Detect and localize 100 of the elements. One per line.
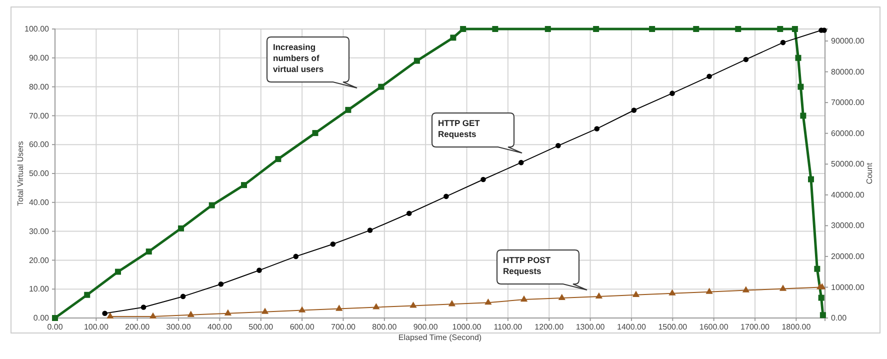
point	[777, 26, 784, 32]
point	[293, 254, 299, 260]
point	[444, 194, 449, 200]
point	[414, 58, 420, 64]
y-tick-label: 90.00	[28, 53, 50, 62]
x-tick-label: 700.00	[331, 322, 356, 332]
point	[115, 268, 121, 275]
point	[84, 292, 90, 298]
point	[631, 108, 637, 113]
point	[693, 26, 700, 32]
point	[140, 304, 146, 310]
point	[448, 300, 456, 306]
point	[780, 40, 786, 46]
x-tick-label: 1300.00	[576, 322, 606, 332]
x-tick-label: 1700.00	[740, 322, 770, 332]
point	[256, 268, 262, 273]
point	[743, 56, 749, 62]
point	[742, 286, 750, 292]
point	[367, 228, 373, 233]
point	[241, 182, 247, 188]
point	[792, 26, 798, 32]
y-tick-label: 10.00	[28, 284, 50, 294]
y-tick-label: 100.00	[24, 24, 50, 34]
x-tick-label: 1000.00	[452, 322, 482, 332]
point	[208, 202, 215, 208]
point	[668, 289, 676, 296]
point	[261, 308, 269, 314]
point	[372, 303, 380, 310]
y-tick-label: 70.00	[28, 111, 50, 120]
point	[779, 284, 787, 291]
y-axis-title: Total Virtual Users	[16, 141, 25, 206]
point	[52, 315, 58, 321]
point	[649, 26, 656, 32]
point	[336, 304, 343, 311]
point	[180, 294, 186, 300]
point	[735, 26, 742, 32]
x-tick-label: 1200.00	[534, 322, 564, 332]
point	[406, 210, 412, 216]
point	[814, 266, 820, 272]
point	[808, 176, 814, 182]
x-tick-label: 600.00	[290, 322, 315, 332]
point	[558, 294, 566, 300]
x-axis-title: Elapsed Time (Second)	[398, 333, 482, 342]
point	[520, 295, 528, 302]
x-tick-label: 900.00	[413, 322, 438, 332]
point	[518, 160, 524, 166]
x-tick-label: 1400.00	[617, 322, 646, 332]
x-tick-label: 500.00	[248, 322, 274, 332]
y2-tick-label: 10000.00	[831, 282, 865, 292]
y-tick-label: 80.00	[28, 82, 50, 92]
x-tick-label: 1500.00	[658, 322, 688, 332]
y2-tick-label: 50000.00	[831, 160, 865, 169]
point	[178, 225, 184, 232]
point	[330, 241, 336, 247]
point	[706, 288, 713, 294]
annotation: Increasing numbers of virtual users	[273, 42, 324, 74]
point	[593, 26, 600, 32]
point	[820, 312, 826, 318]
x-tick-label: 300.00	[166, 322, 192, 332]
point	[632, 290, 640, 297]
y2-tick-label: 80000.00	[831, 67, 865, 76]
point	[818, 294, 824, 301]
point	[106, 312, 114, 319]
point	[149, 312, 157, 319]
point	[345, 106, 352, 113]
annotation: HTTP POST Requests	[503, 255, 552, 276]
point	[410, 302, 417, 308]
x-tick-label: 100.00	[84, 322, 109, 332]
y2-tick-label: 90000.00	[831, 36, 865, 46]
point	[492, 26, 498, 32]
point	[450, 34, 456, 41]
point	[224, 309, 232, 316]
x-tick-label: 200.00	[125, 322, 150, 332]
x-tick-label: 1100.00	[494, 322, 523, 332]
point	[800, 112, 806, 119]
point	[795, 54, 802, 61]
point	[556, 143, 561, 148]
point	[480, 176, 486, 182]
point	[146, 248, 152, 255]
y-tick-label: 60.00	[28, 140, 50, 150]
point	[312, 130, 318, 136]
point	[102, 310, 108, 316]
point	[706, 74, 712, 80]
point	[544, 26, 551, 32]
point	[218, 282, 224, 287]
y2-tick-label: 40000.00	[831, 190, 865, 200]
x-tick-label: 0.00	[47, 322, 64, 332]
point	[595, 292, 603, 299]
y-tick-label: 20.00	[28, 256, 50, 265]
x-tick-label: 800.00	[372, 322, 398, 332]
point	[378, 84, 384, 90]
y2-tick-label: 0.00	[831, 314, 848, 323]
y2-tick-label: 60000.00	[831, 128, 865, 138]
point	[798, 84, 804, 90]
y-tick-label: 30.00	[28, 226, 50, 236]
y2-tick-label: 20000.00	[831, 252, 865, 262]
x-tick-label: 400.00	[207, 322, 232, 332]
y-tick-label: 40.00	[28, 198, 50, 207]
point	[460, 26, 466, 32]
y2-axis-title: Count	[865, 162, 874, 184]
